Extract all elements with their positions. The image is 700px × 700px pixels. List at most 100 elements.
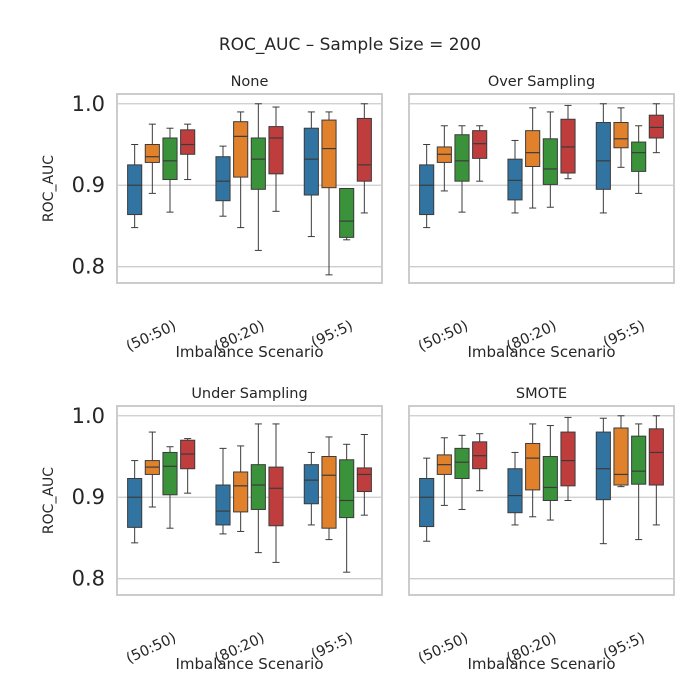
box: [233, 121, 249, 178]
box-plot: [613, 107, 629, 168]
y-axis-label: ROC_AUC: [41, 155, 57, 222]
box-plot: [613, 415, 629, 488]
x-tick-label: (50:50): [124, 630, 179, 667]
box: [613, 427, 629, 486]
box: [542, 456, 558, 501]
box-plot: [436, 125, 452, 192]
box: [215, 484, 231, 526]
box-plot: [339, 443, 355, 573]
figure-title: ROC_AUC – Sample Size = 200: [219, 35, 481, 55]
box: [472, 130, 488, 159]
box-plot: [162, 446, 178, 529]
x-axis-label: Imbalance Scenario: [175, 655, 323, 673]
box: [233, 471, 249, 513]
box: [339, 188, 355, 238]
box: [162, 451, 178, 496]
box-plot: [507, 451, 523, 526]
box: [127, 478, 143, 528]
box: [250, 464, 266, 510]
box-plot: [560, 104, 576, 180]
x-tick-label: (50:50): [124, 318, 179, 355]
y-axis-label: ROC_AUC: [41, 467, 57, 534]
box-plot: [454, 125, 470, 213]
box: [321, 456, 337, 529]
box: [507, 468, 523, 514]
box: [303, 464, 319, 505]
box-plot: [419, 144, 435, 229]
box-plot: [648, 415, 664, 526]
box-plot: [144, 123, 160, 194]
box-plot: [356, 434, 372, 516]
box: [525, 442, 541, 491]
box-plot: [233, 445, 249, 532]
subplot-4: SMOTE(50:50) (80:20) (95:5)Imbalance Scena…: [408, 386, 675, 673]
box: [356, 117, 372, 182]
box: [419, 478, 435, 528]
box-plot: [162, 127, 178, 213]
box-plot: [631, 423, 647, 541]
box-plot: [419, 457, 435, 542]
box: [648, 428, 664, 486]
box: [560, 118, 576, 174]
box: [507, 158, 523, 201]
box: [162, 137, 178, 181]
box: [268, 126, 284, 175]
axes-frame: [408, 93, 675, 284]
y-tick-label: 1.0: [72, 404, 105, 428]
box: [631, 435, 647, 485]
box-plot: [303, 451, 319, 526]
x-axis-label: Imbalance Scenario: [175, 343, 323, 361]
subplot-2: Over Sampling(50:50) (80:20) (95:5)Imbalan…: [408, 74, 675, 361]
x-tick-label: (50:50): [416, 318, 471, 355]
box-plot: [250, 103, 266, 251]
box-plot: [321, 436, 337, 541]
box-plot: [127, 460, 143, 544]
box: [356, 467, 372, 493]
box: [144, 144, 160, 163]
y-tick-label: 1.0: [72, 92, 105, 116]
subplot-title: None: [231, 74, 269, 90]
box-plot: [472, 433, 488, 492]
box-plot: [542, 111, 558, 208]
box: [268, 466, 284, 527]
box: [419, 164, 435, 216]
box-plot: [339, 188, 355, 241]
box-plot: [595, 417, 611, 545]
box: [613, 122, 629, 149]
box-plot: [127, 144, 143, 229]
axes-frame: [116, 405, 383, 596]
box: [454, 134, 470, 182]
box-plot: [472, 125, 488, 182]
box-plot: [595, 103, 611, 214]
box-plot: [507, 139, 523, 214]
box-plot: [356, 103, 372, 214]
box: [339, 459, 355, 519]
box-plot: [454, 434, 470, 510]
box-plot: [542, 425, 558, 521]
x-axis-label: Imbalance Scenario: [467, 655, 615, 673]
axes-frame: [408, 405, 675, 596]
box-plot: [180, 438, 196, 494]
subplot-title: Over Sampling: [488, 74, 595, 90]
y-tick-label: 0.9: [72, 173, 105, 197]
subplot-title: SMOTE: [516, 386, 567, 402]
box-plot: [250, 423, 266, 554]
box: [303, 127, 319, 196]
box: [648, 114, 664, 139]
y-tick-label: 0.9: [72, 485, 105, 509]
box-plot: [180, 123, 196, 181]
box: [542, 138, 558, 185]
box: [631, 141, 647, 172]
box: [250, 137, 266, 190]
axes-frame: [116, 93, 383, 284]
box: [595, 431, 611, 501]
box-plot: [144, 431, 160, 508]
box-plot: [321, 111, 337, 276]
box-plot: [303, 111, 319, 238]
x-axis-label: Imbalance Scenario: [467, 343, 615, 361]
box-plot: [560, 416, 576, 501]
box: [127, 164, 143, 216]
box-plot: [268, 423, 284, 563]
